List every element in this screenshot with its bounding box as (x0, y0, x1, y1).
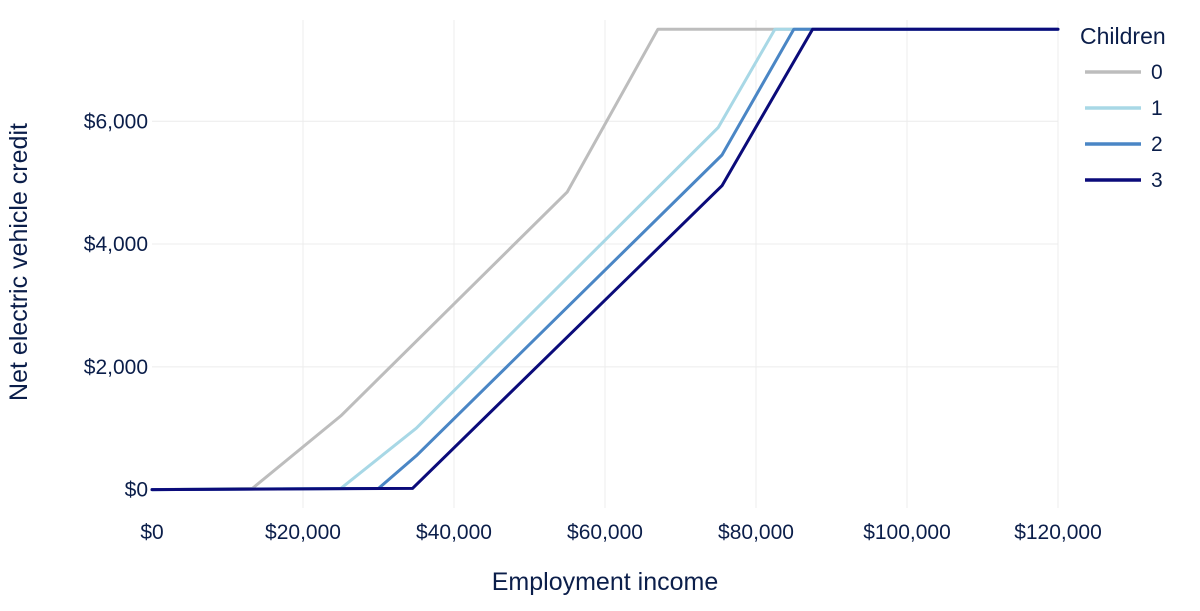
y-tick-label: $0 (125, 479, 148, 502)
legend-item-3: 3 (1085, 169, 1163, 192)
x-tick-label: $120,000 (1014, 521, 1102, 544)
y-tick-label: $4,000 (84, 233, 148, 256)
series-lines (150, 27, 1060, 492)
x-tick-label: $60,000 (567, 521, 643, 544)
y-tick-label: $2,000 (84, 356, 148, 379)
legend-label: 1 (1151, 97, 1163, 120)
legend-title: Children (1080, 23, 1166, 49)
x-tick-label: $40,000 (416, 521, 492, 544)
series-line-3 (150, 27, 1060, 492)
legend-item-1: 1 (1085, 97, 1163, 120)
x-tick-label: $100,000 (863, 521, 951, 544)
legend-label: 0 (1151, 61, 1163, 84)
y-axis-title: Net electric vehicle credit (5, 123, 33, 401)
x-axis-ticks: $0 $20,000 $40,000 $60,000 $80,000 $100,000 $1… (140, 521, 1101, 544)
legend-item-2: 2 (1085, 133, 1163, 156)
x-tick-label: $20,000 (265, 521, 341, 544)
legend-label: 2 (1151, 133, 1163, 156)
gridlines (152, 20, 1059, 508)
legend: Children 0 1 2 3 (1080, 23, 1166, 192)
x-tick-label: $80,000 (718, 521, 794, 544)
legend-items: 0 1 2 3 (1085, 61, 1163, 192)
y-axis-ticks: $0 $2,000 $4,000 $6,000 (84, 110, 148, 501)
legend-item-0: 0 (1085, 61, 1163, 84)
x-tick-label: $0 (140, 521, 163, 544)
legend-label: 3 (1151, 169, 1163, 192)
x-axis-title: Employment income (492, 568, 718, 596)
y-tick-label: $6,000 (84, 110, 148, 133)
